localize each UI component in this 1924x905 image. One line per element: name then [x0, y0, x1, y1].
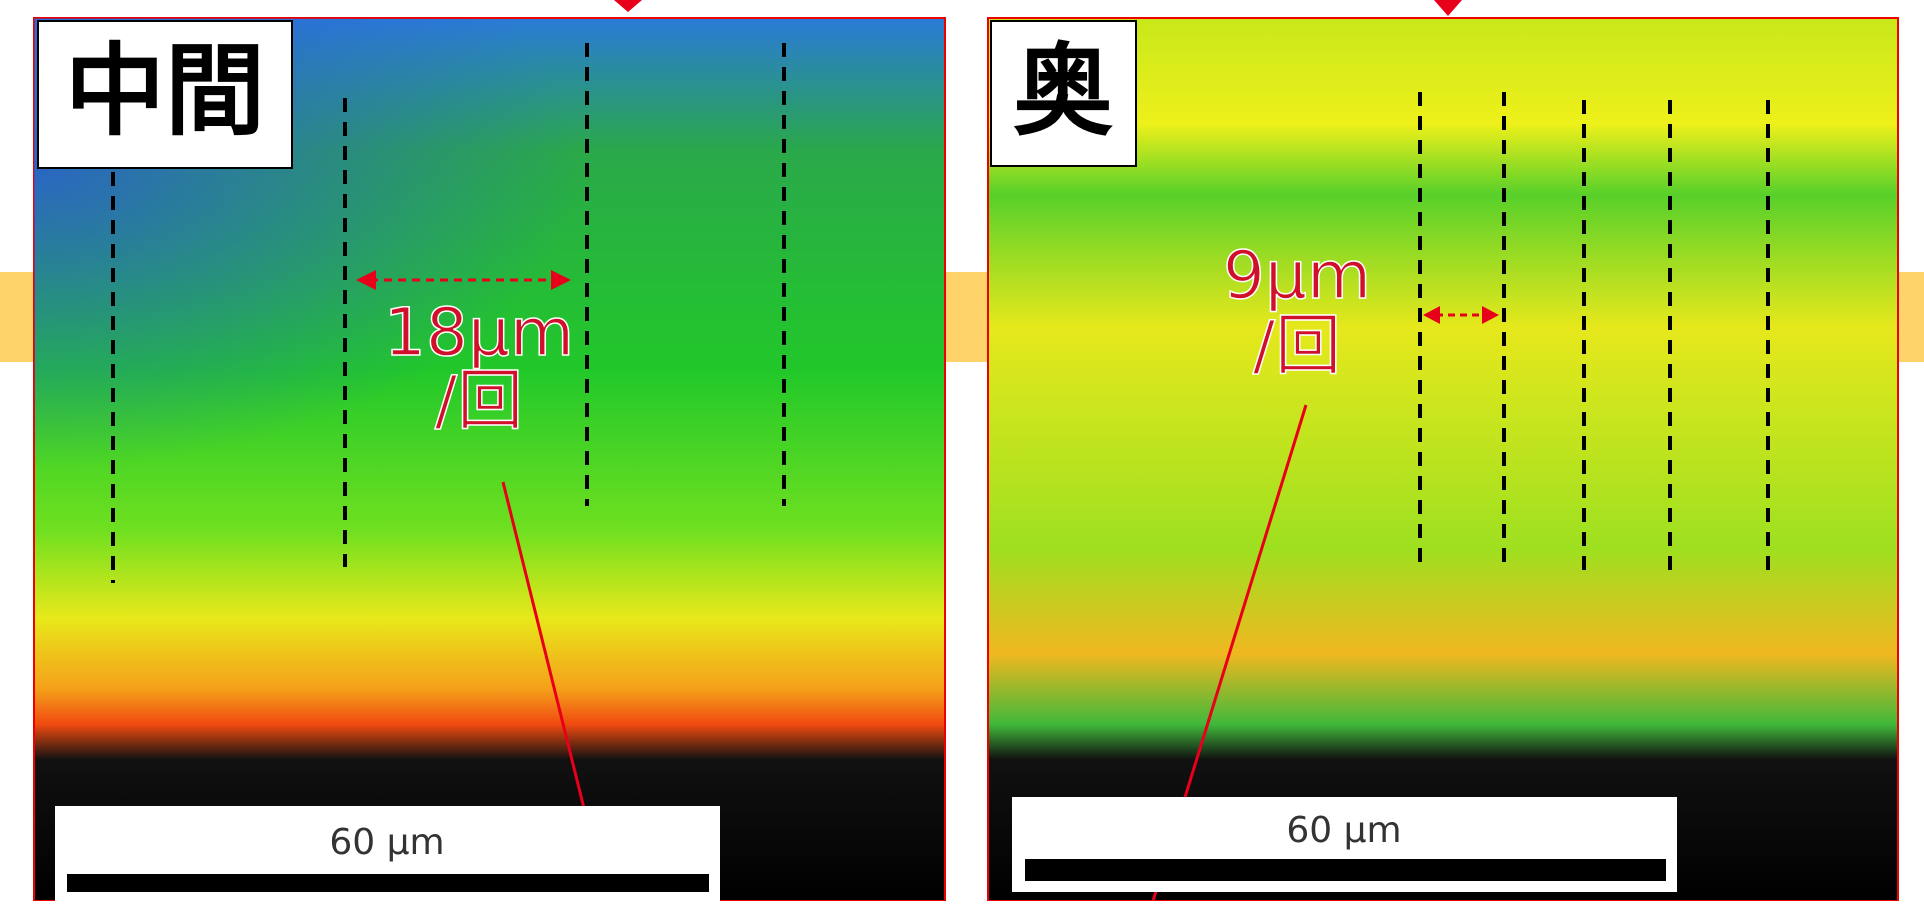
annotation-unit: /回 — [435, 362, 523, 439]
annotation-unit: /回 — [1253, 307, 1341, 384]
annotation: 18μm — [384, 294, 574, 371]
panel-right: 奥 9μm /回 60 μm — [988, 18, 1898, 901]
panel-label: 奥 — [1013, 32, 1113, 149]
scale-label: 60 μm — [1286, 810, 1401, 851]
scale-bar — [1025, 859, 1666, 881]
arrow-tip — [1434, 0, 1462, 16]
arrow-tip — [614, 0, 642, 12]
panel-label: 中間 — [65, 32, 265, 149]
page: 中間 18μm /回 60 μm 奥 9μm /回 — [0, 0, 1924, 901]
scale-bar — [67, 874, 709, 892]
annotation: 9μm — [1223, 237, 1371, 314]
panel-left: 中間 18μm /回 60 μm — [34, 18, 945, 901]
scale-label: 60 μm — [329, 822, 444, 863]
figure: 中間 18μm /回 60 μm 奥 9μm /回 — [0, 0, 1924, 901]
